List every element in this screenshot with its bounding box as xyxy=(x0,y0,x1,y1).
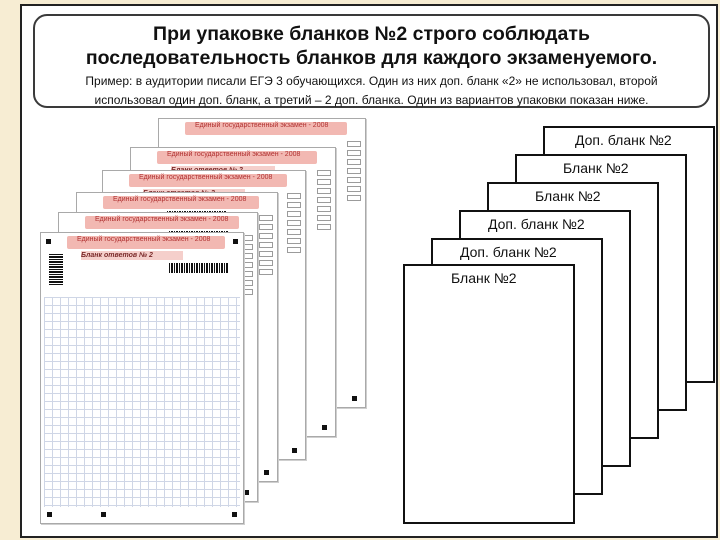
form-barcode xyxy=(169,263,229,273)
example-line-2: использовал один доп. бланк, а третий – … xyxy=(94,93,649,107)
form-mark xyxy=(264,470,269,475)
form-exam-title: Единый государственный экзамен - 2008 xyxy=(113,196,247,203)
form-mark xyxy=(292,448,297,453)
sheet-label: Бланк №2 xyxy=(563,160,629,176)
form-side-boxes xyxy=(317,170,331,233)
header-box: При упаковке бланков №2 строго соблюдать… xyxy=(33,14,710,108)
sheet-label: Доп. бланк №2 xyxy=(488,216,585,232)
form-answer-grid xyxy=(44,297,240,507)
form-mark xyxy=(244,490,249,495)
form-mark xyxy=(46,239,51,244)
form-band xyxy=(185,122,347,135)
title-line-2: последовательность бланков для каждого э… xyxy=(85,47,658,69)
form-mark xyxy=(101,512,106,517)
form-mark xyxy=(233,239,238,244)
form-vertical-barcode xyxy=(49,253,63,285)
form-mark xyxy=(47,512,52,517)
form-mark xyxy=(352,396,357,401)
form-side-boxes xyxy=(287,193,301,256)
sheet-1: Бланк №2 xyxy=(403,264,575,524)
sheet-label: Бланк №2 xyxy=(535,188,601,204)
form-exam-title: Единый государственный экзамен - 2008 xyxy=(167,151,301,158)
form-name: Бланк ответов № 2 xyxy=(81,252,153,259)
sheet-label: Доп. бланк №2 xyxy=(575,132,672,148)
form-band xyxy=(157,151,317,164)
sheet-label: Бланк №2 xyxy=(451,270,517,286)
sheet-label: Доп. бланк №2 xyxy=(460,244,557,260)
form-mark xyxy=(322,425,327,430)
form-exam-title: Единый государственный экзамен - 2008 xyxy=(139,174,273,181)
form-side-boxes xyxy=(259,215,273,278)
form-exam-title: Единый государственный экзамен - 2008 xyxy=(77,236,211,243)
form-band xyxy=(129,174,287,187)
example-line-1: Пример: в аудитории писали ЕГЭ 3 обучающ… xyxy=(85,74,658,88)
form-side-boxes xyxy=(347,141,361,204)
title-line-1: При упаковке бланков №2 строго соблюдать xyxy=(153,23,590,45)
form-band xyxy=(85,216,239,229)
form-band xyxy=(67,236,225,249)
form-mark xyxy=(232,512,237,517)
form-sub-band xyxy=(81,251,183,260)
form-band xyxy=(103,196,259,209)
form-exam-title: Единый государственный экзамен - 2008 xyxy=(195,122,329,129)
exam-form-1: Единый государственный экзамен - 2008 Бл… xyxy=(40,232,244,524)
form-exam-title: Единый государственный экзамен - 2008 xyxy=(95,216,229,223)
